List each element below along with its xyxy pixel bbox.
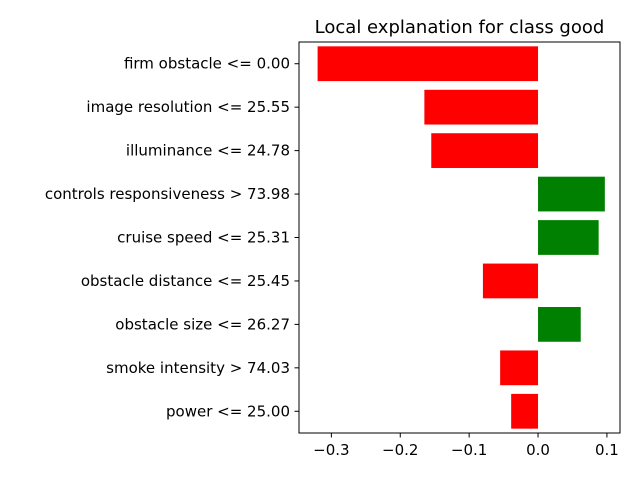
y-tick-label: cruise speed <= 25.31 — [117, 229, 290, 247]
y-tick-label: power <= 25.00 — [166, 402, 290, 420]
bar-9 — [511, 393, 539, 429]
plot-frame — [298, 41, 621, 434]
x-tick-label: −0.1 — [451, 441, 487, 459]
y-tick-label: controls responsiveness > 73.98 — [45, 185, 290, 203]
y-tick-label: obstacle distance <= 25.45 — [81, 272, 290, 290]
y-tick-label: illuminance <= 24.78 — [126, 142, 290, 160]
y-tick-labels: firm obstacle <= 0.00 image resolution <=… — [45, 55, 299, 420]
bars — [317, 46, 605, 429]
y-tick-label: firm obstacle <= 0.00 — [124, 55, 290, 73]
x-tick-label: 0.0 — [526, 441, 550, 459]
bar-2 — [424, 89, 539, 125]
chart-title: Local explanation for class good — [315, 17, 605, 38]
bar-4 — [538, 176, 605, 212]
x-tick-label: −0.3 — [313, 441, 349, 459]
bar-7 — [538, 307, 581, 342]
bar-3 — [431, 133, 539, 168]
x-tick-label: −0.2 — [382, 441, 418, 459]
y-tick-label: smoke intensity > 74.03 — [106, 359, 290, 377]
x-tick-label: 0.1 — [595, 441, 619, 459]
bar-1 — [317, 46, 539, 82]
y-tick-label: obstacle size <= 26.27 — [115, 315, 290, 333]
bar-5 — [538, 220, 599, 255]
bar-6 — [482, 263, 539, 299]
y-tick-label: image resolution <= 25.55 — [86, 98, 290, 116]
x-axis: −0.3 −0.2 −0.1 0.0 0.1 — [313, 433, 619, 459]
bar-8 — [500, 350, 539, 386]
